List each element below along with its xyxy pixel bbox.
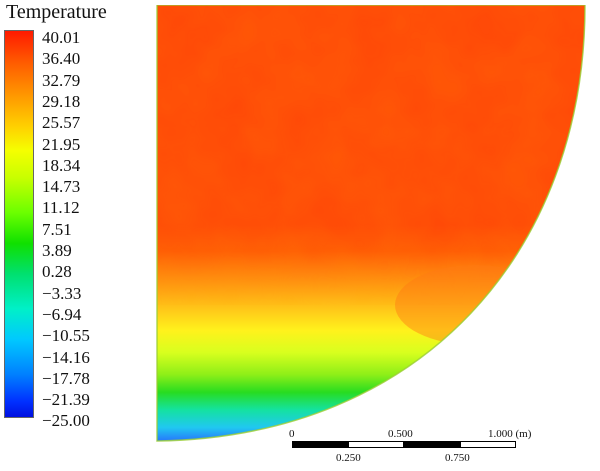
tick-label: 3.89	[42, 241, 72, 260]
color-scale-bar	[4, 30, 34, 418]
scale-label: 1.000 (m)	[488, 428, 532, 440]
color-scale-ticks: 40.01 36.40 32.79 29.18 25.57 21.95 18.3…	[42, 28, 112, 431]
tick-label: 40.01	[42, 28, 81, 47]
tick-label: −6.94	[42, 304, 82, 324]
tick-label: 0.28	[42, 262, 72, 282]
scale-label: 0	[289, 428, 295, 440]
temperature-contour-domain	[156, 5, 586, 442]
tick-label: 29.18	[42, 91, 81, 111]
tick-label: −25.00	[42, 411, 90, 431]
tick-label: 11.12	[42, 198, 80, 218]
scale-label: 0.250	[336, 452, 361, 464]
legend-title: Temperature	[6, 1, 107, 23]
tick-label: 14.73	[42, 177, 81, 197]
scale-label: 0.750	[445, 452, 470, 464]
tick-label: 18.34	[42, 155, 81, 175]
scale-bar: 0 0.500 1.000 (m) 0.250 0.750	[289, 428, 592, 470]
tick-label: 7.51	[42, 219, 72, 239]
tick-label: −10.55	[42, 326, 90, 346]
tick-label: −17.78	[42, 368, 90, 388]
scale-segment	[404, 441, 460, 448]
scale-segment	[348, 441, 404, 448]
tick-label: −3.33	[42, 283, 82, 303]
scale-segment	[292, 441, 348, 448]
scale-label: 0.500	[388, 428, 413, 440]
temperature-field-texture	[157, 5, 585, 305]
tick-label: 32.79	[42, 70, 81, 90]
tick-label: 36.40	[42, 49, 81, 69]
domain-outline	[156, 5, 586, 442]
tick-label: 21.95	[42, 134, 81, 154]
scale-segment	[460, 441, 516, 448]
tick-label: −14.16	[42, 347, 90, 367]
warm-patch	[395, 265, 555, 345]
warm-patch	[495, 305, 575, 365]
tick-label: 25.57	[42, 113, 81, 133]
tick-label: −21.39	[42, 390, 90, 410]
